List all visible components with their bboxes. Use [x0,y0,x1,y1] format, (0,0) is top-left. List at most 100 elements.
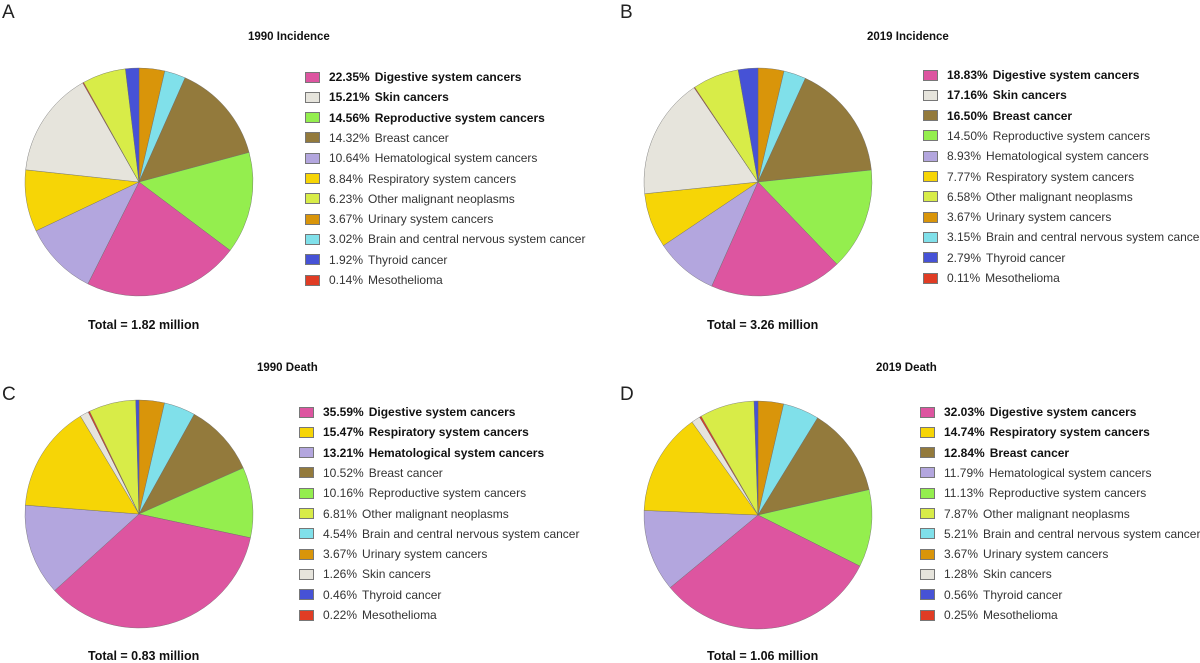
pie-slice-hematological-system-cancers [643,510,759,588]
legend-label: Other malignant neoplasms [362,506,509,521]
legend-swatch [923,211,938,223]
legend-percent: 14.50% [947,128,988,143]
legend-swatch [305,71,320,83]
legend-swatch [305,233,320,245]
pie-chart [24,67,254,297]
legend-swatch [920,609,935,621]
legend-label: Mesothelioma [362,608,437,622]
legend-label: Hematological system cancers [368,445,545,460]
panel-letter: C [2,384,16,405]
pie-slice-reproductive-system-cancers [757,489,873,567]
legend-percent: 10.52% [323,465,364,480]
legend-label: Respiratory system cancers [986,169,1135,184]
legend-label: Reproductive system cancers [988,486,1147,501]
legend-item-urinary-system-cancers: 3.67% Urinary system cancers [299,546,487,562]
legend-swatch [299,568,314,580]
legend-label: Urinary system cancers [983,547,1109,562]
legend-percent: 32.03% [944,405,985,419]
legend-label: Breast cancer [368,465,443,480]
legend-percent: 35.59% [323,405,364,419]
pie-slice-digestive-system-cancers [711,181,838,297]
panel-d: D 2019 Death 32.03% Digestive system canc… [600,331,1200,663]
pie-slice-skin-cancers [643,87,759,194]
legend-percent: 1.92% [329,252,364,267]
legend-item-urinary-system-cancers: 3.67% Urinary system cancers [923,209,1111,225]
legend-swatch [299,609,314,621]
legend-percent: 7.77% [947,169,982,184]
legend-item-breast-cancer: 10.52% Breast cancer [299,465,443,481]
legend-percent: 3.67% [947,210,982,225]
legend-swatch [299,467,314,479]
panel-b: B 2019 Incidence 18.83% Digestive system … [600,0,1200,332]
pie-slice-reproductive-system-cancers [757,169,873,265]
legend-swatch [299,528,314,540]
legend-label: Digestive system cancers [992,68,1140,82]
legend-item-digestive-system-cancers: 18.83% Digestive system cancers [923,67,1139,83]
legend-swatch [305,254,320,266]
pie-chart [643,400,873,630]
legend-item-hematological-system-cancers: 8.93% Hematological system cancers [923,148,1149,164]
pie-slice-hematological-system-cancers [35,181,140,285]
legend-item-respiratory-system-cancers: 7.77% Respiratory system cancers [923,169,1134,185]
legend-label: Skin cancers [374,90,449,105]
legend-percent: 16.50% [947,108,988,123]
total-label: Total = 3.26 million [707,318,819,332]
legend-percent: 7.87% [944,506,979,521]
legend-label: Breast cancer [992,108,1073,123]
legend-percent: 14.56% [329,110,370,125]
legend-label: Respiratory system cancers [368,425,529,440]
legend-item-other-malignant-neoplasms: 6.58% Other malignant neoplasms [923,189,1133,205]
legend-label: Skin cancers [983,567,1052,582]
legend-swatch [920,589,935,601]
legend-item-other-malignant-neoplasms: 6.81% Other malignant neoplasms [299,506,509,522]
legend-swatch [299,589,314,601]
legend-label: Thyroid cancer [983,587,1063,602]
legend-percent: 2.79% [947,250,982,265]
legend-item-thyroid-cancer: 0.46% Thyroid cancer [299,587,441,603]
pie-slice-thyroid-cancer [135,399,140,515]
legend-item-hematological-system-cancers: 10.64% Hematological system cancers [305,150,537,166]
legend-percent: 18.83% [947,68,988,82]
legend-percent: 4.54% [323,526,358,541]
pie-slice-hematological-system-cancers [24,504,140,591]
legend-swatch [305,152,320,164]
legend-label: Other malignant neoplasms [983,506,1130,521]
legend-label: Digestive system cancers [989,405,1137,419]
legend-label: Urinary system cancers [368,212,494,227]
legend-percent: 3.67% [323,547,358,562]
legend-swatch [305,112,320,124]
legend-percent: 3.67% [944,547,979,562]
legend-label: Other malignant neoplasms [986,189,1133,204]
legend-swatch [920,508,935,519]
legend-item-digestive-system-cancers: 35.59% Digestive system cancers [299,404,515,420]
legend-percent: 6.58% [947,189,982,204]
legend-swatch [920,406,935,418]
legend-label: Mesothelioma [368,273,443,287]
legend-swatch [305,173,320,184]
pie-slice-thyroid-cancer [125,67,140,183]
legend-label: Reproductive system cancers [368,486,527,501]
legend-item-skin-cancers: 17.16% Skin cancers [923,87,1067,103]
legend-item-reproductive-system-cancers: 14.50% Reproductive system cancers [923,128,1150,144]
legend-percent: 14.74% [944,425,985,440]
panel-letter: D [620,384,634,405]
legend-percent: 10.16% [323,486,364,501]
legend-label: Skin cancers [992,88,1067,103]
legend-swatch [923,272,938,284]
legend-label: Urinary system cancers [986,210,1112,225]
legend-swatch [923,191,938,203]
legend-swatch [923,231,938,243]
panel-title: 2019 Death [876,362,937,374]
legend-swatch [923,171,938,182]
legend-item-reproductive-system-cancers: 14.56% Reproductive system cancers [305,110,545,126]
legend-item-reproductive-system-cancers: 11.13% Reproductive system cancers [920,485,1146,501]
legend-label: Brain and central nervous system cancer [368,232,586,247]
legend-label: Brain and central nervous system cancer [983,526,1200,541]
legend-item-hematological-system-cancers: 11.79% Hematological system cancers [920,465,1152,481]
legend-percent: 0.56% [944,587,979,602]
legend-swatch [920,548,935,560]
legend-percent: 3.15% [947,230,982,245]
legend-item-skin-cancers: 15.21% Skin cancers [305,89,449,105]
legend-swatch [920,528,935,540]
legend-percent: 6.81% [323,506,358,521]
